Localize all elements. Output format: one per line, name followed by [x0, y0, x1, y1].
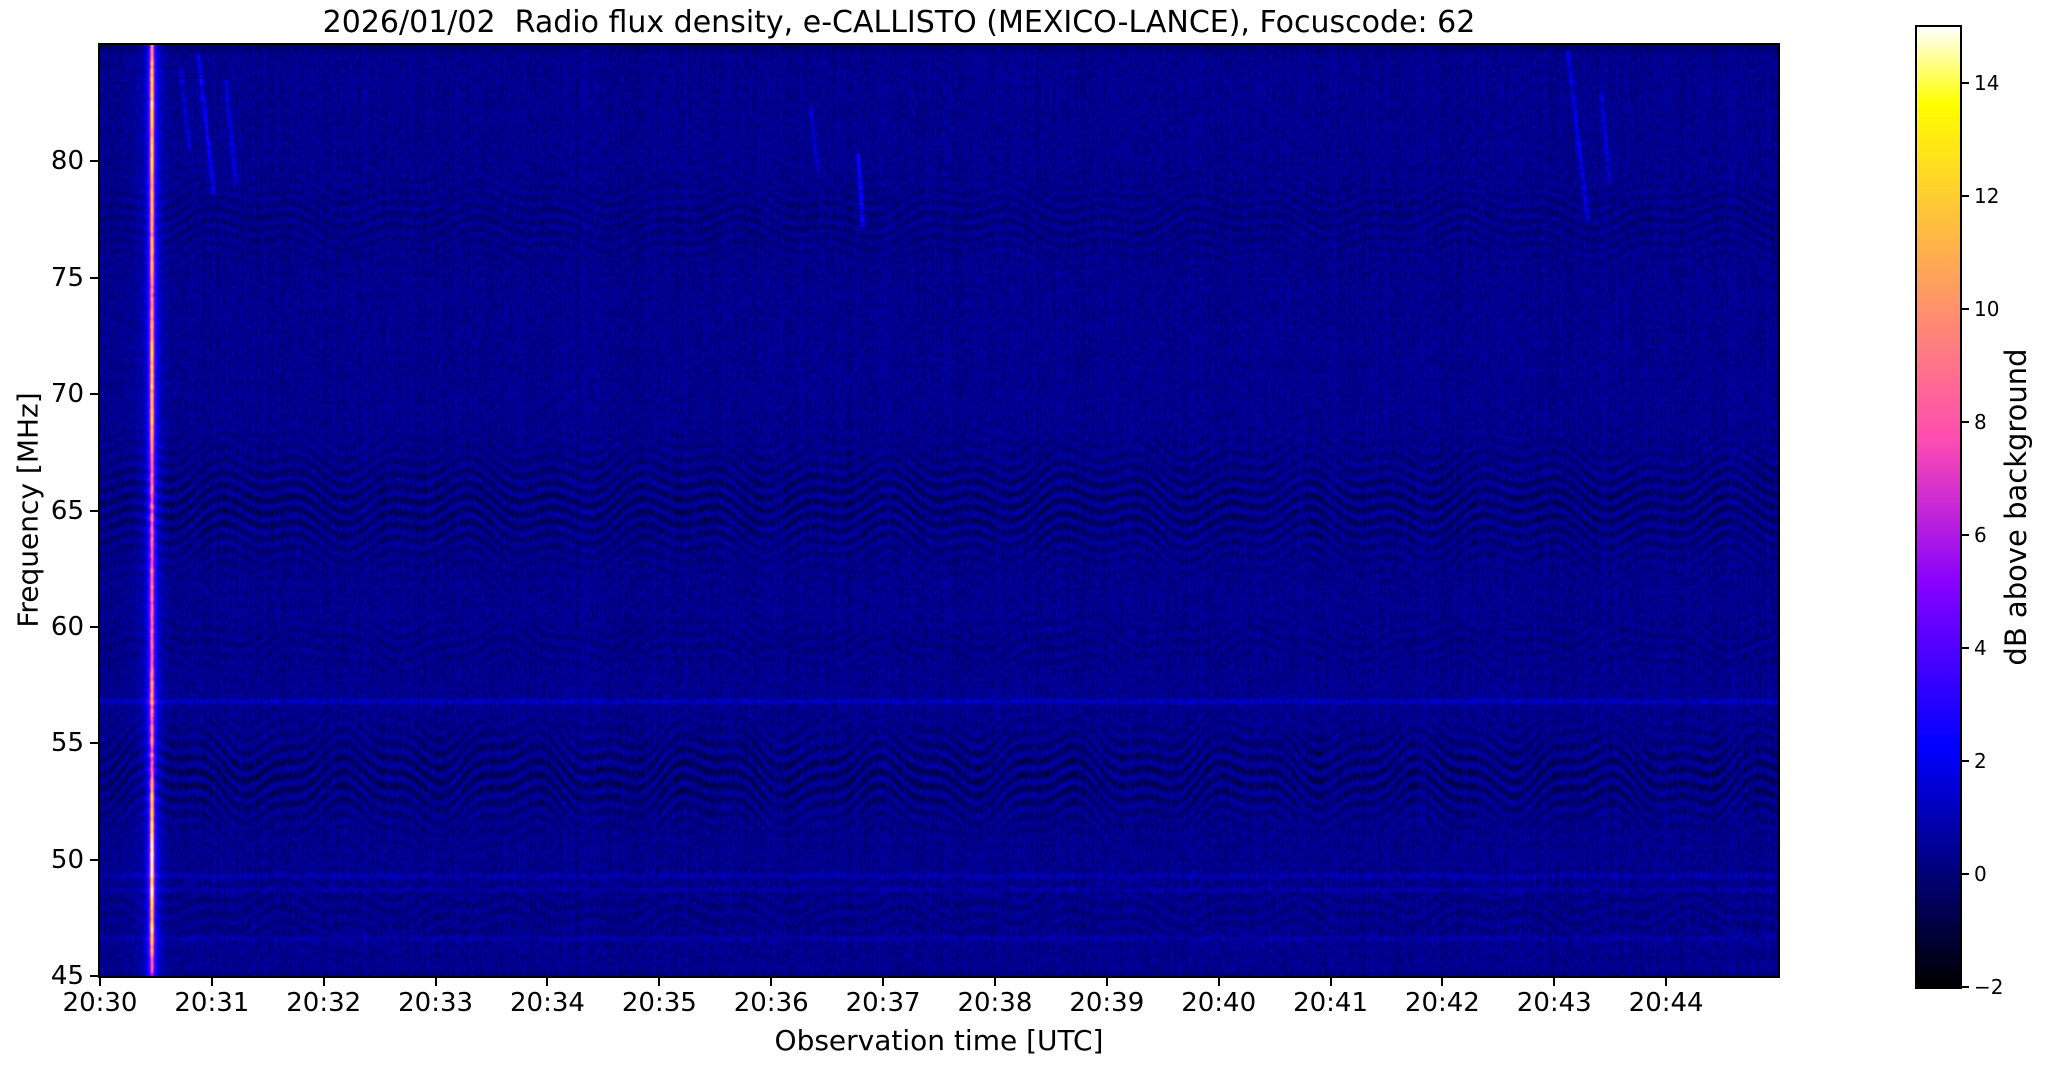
- x-tick-label: 20:43: [1516, 988, 1592, 1018]
- colorbar-tick-label: 4: [1974, 636, 1987, 661]
- y-tick-label: 50: [50, 844, 84, 875]
- y-tick-label: 75: [50, 262, 84, 293]
- y-tick-label: 45: [50, 961, 84, 991]
- y-tick-mark: [90, 160, 98, 163]
- colorbar-label: dB above background: [1999, 348, 2033, 666]
- colorbar-canvas: [1917, 27, 1960, 987]
- colorbar-tick-label: 10: [1974, 297, 2000, 322]
- spectrogram-canvas: [100, 45, 1778, 976]
- colorbar-tick-label: −2: [1974, 975, 2004, 999]
- x-tick-label: 20:41: [1293, 988, 1368, 1018]
- y-tick-mark: [90, 625, 98, 628]
- x-tick-mark: [322, 978, 325, 986]
- plot-area: [100, 45, 1778, 976]
- y-tick-label: 70: [50, 379, 84, 410]
- x-tick-mark: [1441, 978, 1444, 986]
- y-tick-label: 65: [50, 495, 84, 526]
- colorbar-tick-label: 12: [1974, 184, 2000, 209]
- x-tick-mark: [546, 978, 549, 986]
- x-tick-label: 20:39: [1069, 988, 1145, 1018]
- colorbar-tick-mark: [1962, 873, 1969, 876]
- x-tick-label: 20:42: [1404, 988, 1480, 1018]
- y-tick-mark: [90, 276, 98, 279]
- x-tick-mark: [1217, 978, 1220, 986]
- colorbar-tick-label: 14: [1974, 71, 2000, 96]
- colorbar-tick-mark: [1962, 986, 1969, 988]
- y-tick-label: 60: [50, 611, 84, 642]
- colorbar-tick-mark: [1962, 760, 1969, 763]
- colorbar-tick-label: 0: [1974, 862, 1987, 887]
- x-tick-label: 20:31: [174, 988, 250, 1018]
- colorbar-tick-mark: [1962, 82, 1969, 85]
- colorbar-tick-label: 2: [1974, 749, 1987, 774]
- y-axis-label: Frequency [MHz]: [11, 392, 45, 628]
- y-tick-label: 80: [50, 146, 84, 177]
- chart-title: 2026/01/02 Radio flux density, e-CALLIST…: [322, 5, 1476, 40]
- x-tick-label: 20:38: [957, 988, 1033, 1018]
- x-tick-label: 20:37: [845, 988, 921, 1018]
- colorbar-tick-mark: [1962, 647, 1969, 650]
- y-tick-mark: [90, 393, 98, 396]
- x-tick-mark: [1105, 978, 1108, 986]
- x-tick-label: 20:35: [621, 988, 697, 1018]
- colorbar-tick-mark: [1962, 308, 1969, 311]
- x-tick-mark: [1329, 978, 1332, 986]
- colorbar-tick-mark: [1962, 421, 1969, 424]
- colorbar-tick-label: 6: [1974, 523, 1987, 548]
- x-tick-label: 20:40: [1181, 988, 1257, 1018]
- x-tick-mark: [1665, 978, 1668, 986]
- x-tick-label: 20:34: [509, 988, 585, 1018]
- y-tick-mark: [90, 975, 98, 977]
- x-tick-mark: [99, 978, 101, 986]
- y-tick-mark: [90, 509, 98, 512]
- x-tick-mark: [1553, 978, 1556, 986]
- x-tick-mark: [882, 978, 885, 986]
- y-tick-mark: [90, 858, 98, 861]
- colorbar-tick-mark: [1962, 534, 1969, 537]
- x-tick-label: 20:30: [62, 988, 138, 1018]
- x-tick-label: 20:44: [1628, 988, 1704, 1018]
- x-tick-mark: [434, 978, 437, 986]
- x-tick-mark: [770, 978, 773, 986]
- x-tick-label: 20:33: [398, 988, 474, 1018]
- x-tick-label: 20:32: [286, 988, 362, 1018]
- x-tick-mark: [993, 978, 996, 986]
- colorbar-tick-label: 8: [1974, 410, 1987, 435]
- colorbar-tick-mark: [1962, 195, 1969, 198]
- x-tick-mark: [210, 978, 213, 986]
- x-tick-mark: [658, 978, 661, 986]
- y-tick-label: 55: [50, 728, 84, 759]
- y-tick-mark: [90, 742, 98, 745]
- x-axis-label: Observation time [UTC]: [774, 1024, 1104, 1057]
- x-tick-label: 20:36: [733, 988, 809, 1018]
- colorbar: [1917, 27, 1960, 987]
